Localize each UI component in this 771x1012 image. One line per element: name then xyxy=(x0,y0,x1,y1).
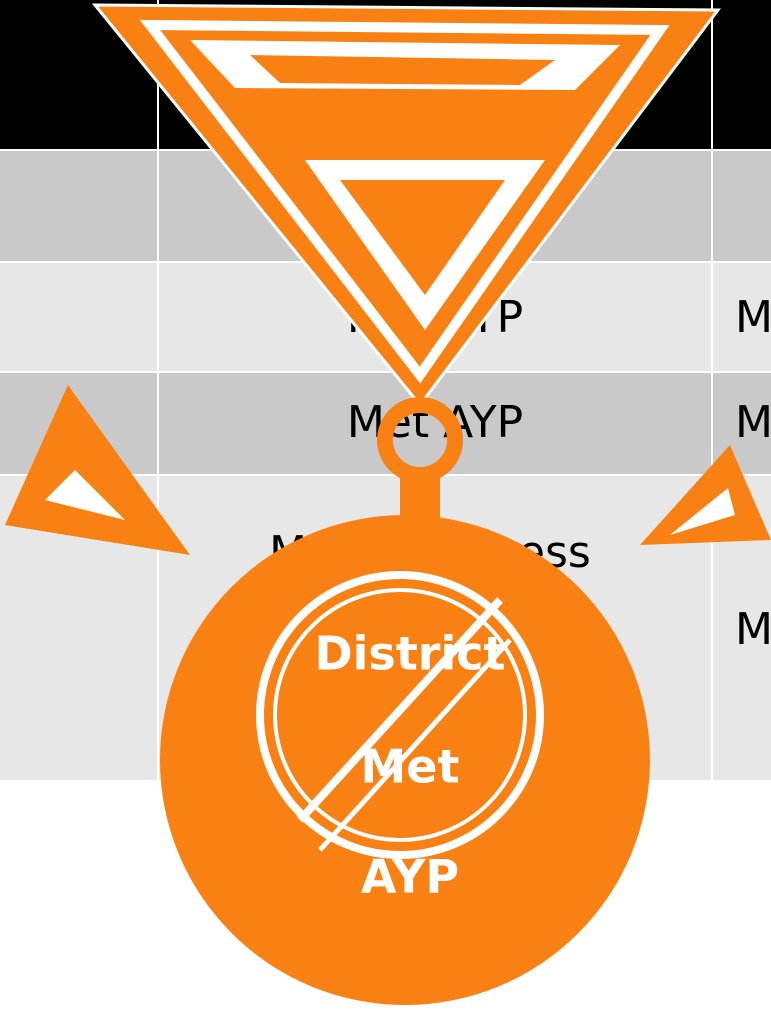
cell: Met AYP xyxy=(735,397,771,448)
medal-text: Met xyxy=(361,740,460,794)
cell: Met AYP xyxy=(735,604,771,655)
medal-text: District xyxy=(314,627,505,681)
medal-text: AYP xyxy=(361,850,459,904)
medal xyxy=(5,3,771,1005)
cell: Met AYP xyxy=(735,292,771,343)
